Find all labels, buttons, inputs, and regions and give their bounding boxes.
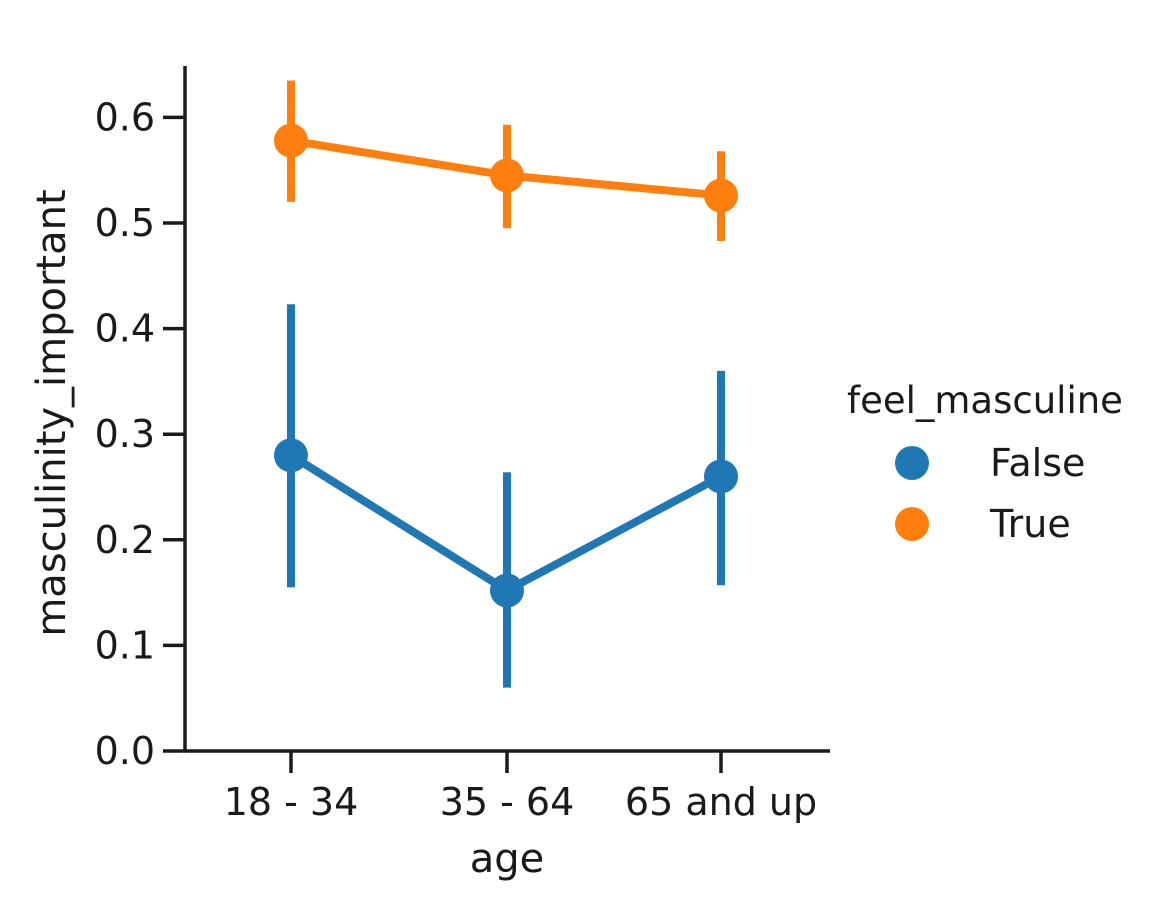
y-tick-label: 0.6 [95,95,155,139]
series-true [274,80,738,241]
data-point [274,438,308,473]
y-axis-label: masculinity_important [29,189,75,636]
y-tick-label: 0.3 [95,412,155,456]
y-tick-label: 0.4 [95,307,155,351]
y-axis-ticks: 0.0 0.1 0.2 0.3 0.4 0.5 0.6 [95,95,185,773]
data-point [704,178,738,213]
legend: feel_masculine False True [847,379,1123,546]
legend-item-true: True [895,502,1071,546]
legend-items: False True [895,441,1085,546]
legend-label: False [990,441,1085,485]
legend-title: feel_masculine [847,379,1123,422]
data-point [274,123,308,158]
x-axis-ticks: 18 - 34 35 - 64 65 and up [224,751,817,824]
legend-item-false: False [895,441,1085,485]
y-tick-label: 0.5 [95,201,155,245]
series-layer [274,80,738,688]
x-tick-label: 65 and up [625,780,817,824]
data-point [704,459,738,494]
legend-marker [895,507,929,541]
x-tick-label: 35 - 64 [440,780,575,824]
y-tick-label: 0.2 [95,518,155,562]
legend-marker [895,446,929,480]
y-tick-label: 0.0 [95,729,155,773]
y-tick-label: 0.1 [95,623,155,667]
x-axis-label: age [470,836,545,882]
series-false [274,304,738,688]
x-tick-label: 18 - 34 [224,780,359,824]
legend-label: True [989,502,1071,546]
data-point [490,158,524,193]
data-point [490,573,524,608]
